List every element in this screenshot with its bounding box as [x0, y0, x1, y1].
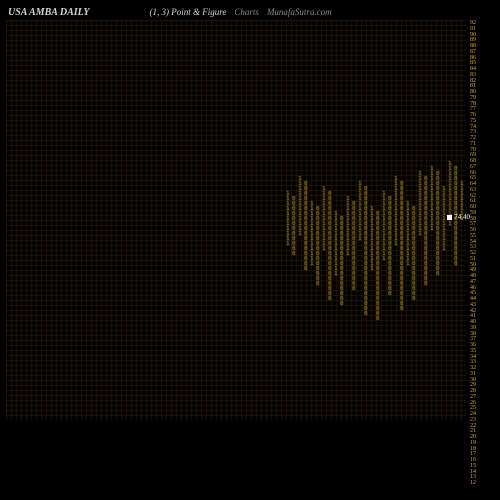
chart-source: MunafaSutra.com [267, 7, 332, 17]
chart-subtitle: (1, 3) Point & Figure [150, 7, 227, 17]
price-marker-icon [447, 215, 452, 220]
point-figure-canvas [6, 20, 466, 420]
chart-header: USA AMBA DAILY (1, 3) Point & Figure Cha… [8, 4, 492, 20]
chart-charts-label: Charts [234, 7, 259, 17]
chart-area [6, 20, 466, 420]
y-axis: 9291908988878685848382818079787776757473… [470, 20, 498, 480]
current-price-marker: 74.40 [447, 213, 470, 221]
current-price-value: 74.40 [454, 213, 470, 221]
y-axis-tick: 12 [470, 480, 498, 486]
chart-title: USA AMBA DAILY [8, 7, 90, 18]
